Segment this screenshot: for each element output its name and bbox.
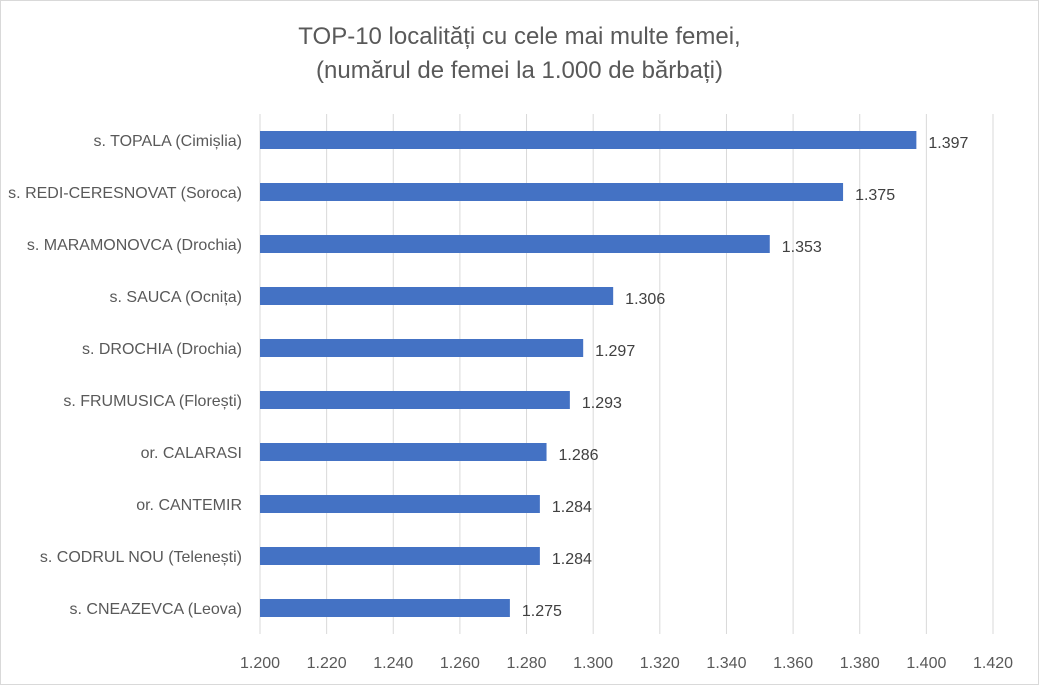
bar-2 xyxy=(260,235,770,253)
data-label: 1.297 xyxy=(595,343,635,360)
data-label: 1.275 xyxy=(522,603,562,620)
bar-7 xyxy=(260,495,540,513)
x-tick-label: 1.340 xyxy=(706,655,746,672)
x-tick-label: 1.380 xyxy=(840,655,880,672)
bar-0 xyxy=(260,131,917,149)
category-label: s. REDI-CERESNOVAT (Soroca) xyxy=(8,185,242,202)
data-label: 1.375 xyxy=(855,187,895,204)
x-tick-label: 1.240 xyxy=(373,655,413,672)
x-tick-label: 1.420 xyxy=(973,655,1013,672)
bar-8 xyxy=(260,547,540,565)
category-label: s. TOPALA (Cimișlia) xyxy=(94,133,242,150)
data-label: 1.284 xyxy=(552,499,592,516)
bar-5 xyxy=(260,391,570,409)
category-label: s. CNEAZEVCA (Leova) xyxy=(70,601,243,618)
category-label: s. DROCHIA (Drochia) xyxy=(82,341,242,358)
chart-title-line-1: TOP-10 localități cu cele mai multe feme… xyxy=(298,23,741,50)
x-tick-label: 1.320 xyxy=(640,655,680,672)
x-tick-label: 1.260 xyxy=(440,655,480,672)
data-label: 1.293 xyxy=(582,395,622,412)
bar-4 xyxy=(260,339,584,357)
x-tick-label: 1.400 xyxy=(906,655,946,672)
category-label: s. CODRUL NOU (Telenești) xyxy=(40,549,242,566)
x-tick-label: 1.300 xyxy=(573,655,613,672)
x-tick-label: 1.200 xyxy=(240,655,280,672)
data-label: 1.353 xyxy=(782,239,822,256)
category-label: s. SAUCA (Ocnița) xyxy=(110,289,242,306)
chart-title: TOP-10 localități cu cele mai multe feme… xyxy=(0,20,1039,88)
category-label: s. FRUMUSICA (Florești) xyxy=(63,393,242,410)
data-label: 1.397 xyxy=(928,135,968,152)
bar-3 xyxy=(260,287,614,305)
data-label: 1.306 xyxy=(625,291,665,308)
category-label: s. MARAMONOVCA (Drochia) xyxy=(27,237,242,254)
bar-6 xyxy=(260,443,547,461)
data-label: 1.284 xyxy=(552,551,592,568)
bar-1 xyxy=(260,183,844,201)
x-tick-label: 1.280 xyxy=(507,655,547,672)
category-label: or. CALARASI xyxy=(141,445,242,462)
chart-title-line-2: (numărul de femei la 1.000 de bărbați) xyxy=(316,57,723,84)
category-label: or. CANTEMIR xyxy=(136,497,242,514)
x-tick-label: 1.360 xyxy=(773,655,813,672)
x-tick-label: 1.220 xyxy=(307,655,347,672)
data-label: 1.286 xyxy=(559,447,599,464)
bar-9 xyxy=(260,599,510,617)
